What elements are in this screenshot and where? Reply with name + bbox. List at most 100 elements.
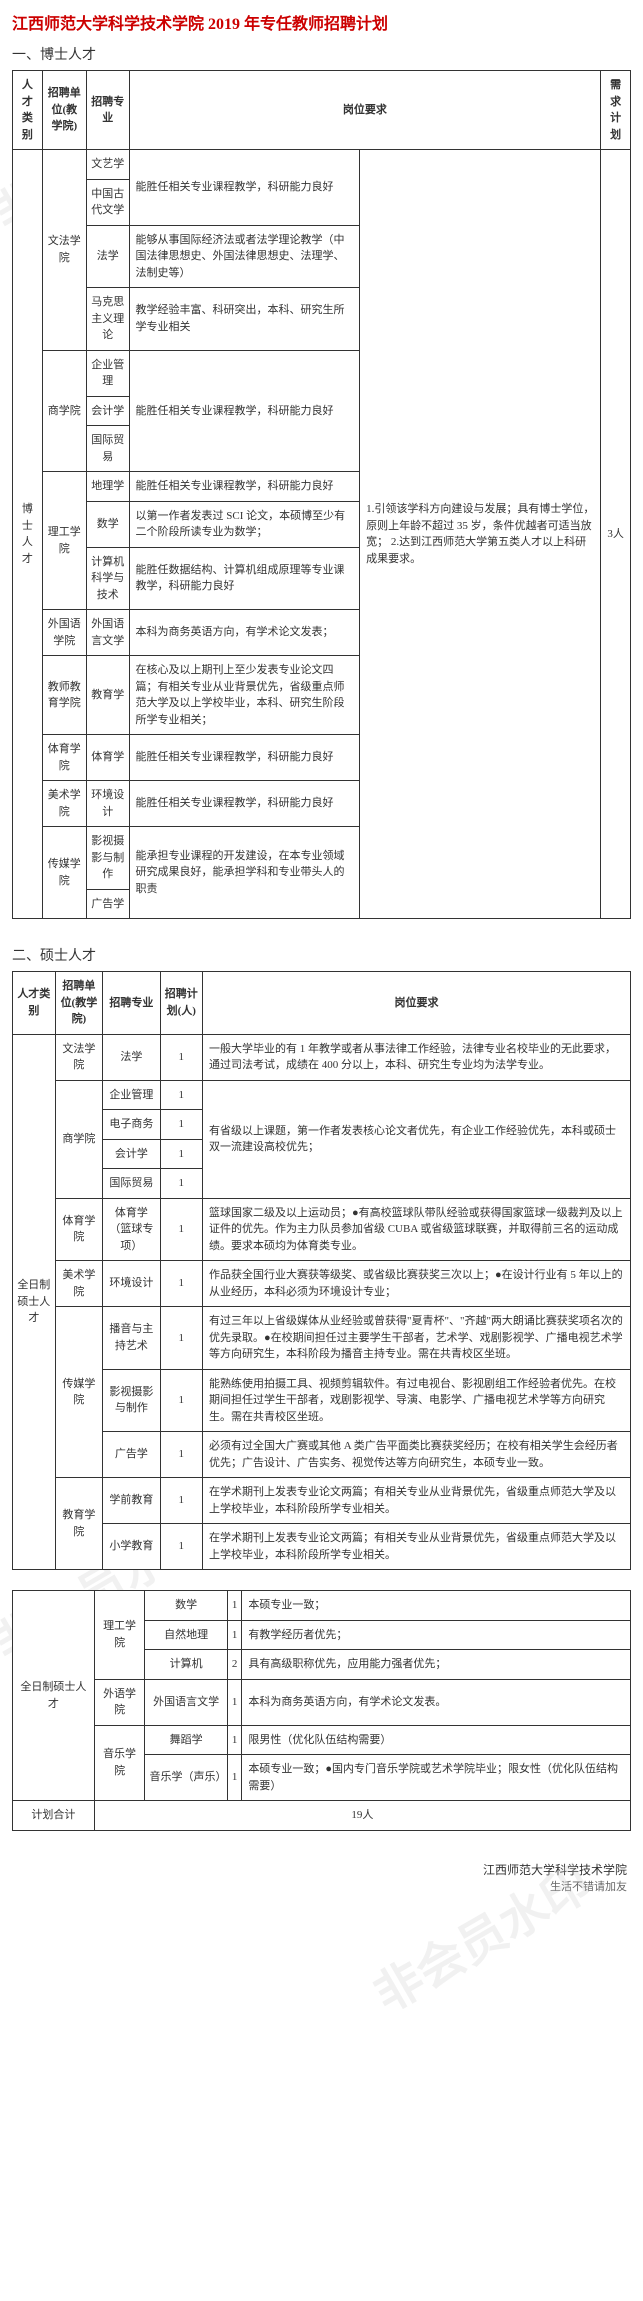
req-cell: 作品获全国行业大赛获等级奖、或省级比赛获奖三次以上；●在设计行业有 5 年以上的… [202,1261,630,1307]
req-cell: 本硕专业一致；●国内专门音乐学院或艺术学院毕业；限女性（优化队伍结构需要） [242,1755,631,1801]
major-cell: 国际贸易 [103,1169,160,1199]
dept-cell: 外语学院 [94,1679,145,1725]
req-cell: 具有高级职称优先，应用能力强者优先； [242,1650,631,1680]
table-row: 商学院企业管理1有省级以上课题，第一作者发表核心论文者优先，有企业工作经验优先，… [13,1080,631,1110]
dept-cell: 美术学院 [55,1261,103,1307]
category-cell: 博士人才 [13,150,43,919]
major-cell: 影视摄影与制作 [103,1369,160,1432]
req-cell: 能胜任相关专业课程教学，科研能力良好 [129,735,360,781]
table-row: 美术学院环境设计1作品获全国行业大赛获等级奖、或省级比赛获奖三次以上；●在设计行… [13,1261,631,1307]
col-header: 人才类别 [13,71,43,150]
footer-org: 江西师范大学科学技术学院 [16,1861,627,1878]
table-doctoral: 人才类别招聘单位(教学院)招聘专业岗位要求需求计划 博士人才文法学院文艺学能胜任… [12,70,631,919]
count-cell: 1 [160,1034,202,1080]
major-cell: 数学 [86,501,129,547]
dept-cell: 理工学院 [94,1591,145,1680]
major-cell: 会计学 [86,396,129,426]
dept-cell: 文法学院 [42,150,86,351]
col-header: 招聘专业 [103,972,160,1035]
req-cell: 能胜任数据结构、计算机组成原理等专业课教学，科研能力良好 [129,547,360,610]
category-cell: 全日制硕士人才 [13,1591,95,1801]
major-cell: 小学教育 [103,1524,160,1570]
footer-sub: 生活不错请加友 [16,1878,627,1894]
major-cell: 外国语言文学 [86,610,129,656]
table-row: 音乐学院舞蹈学1限男性（优化队伍结构需要） [13,1725,631,1755]
col-header: 招聘单位(教学院) [42,71,86,150]
count-cell: 1 [227,1755,242,1801]
count-cell: 1 [160,1307,202,1370]
count-cell: 1 [160,1139,202,1169]
table-row: 全日制硕士人才文法学院法学1一般大学毕业的有 1 年教学或者从事法律工作经验，法… [13,1034,631,1080]
dept-cell: 美术学院 [42,781,86,827]
req-cell: 一般大学毕业的有 1 年教学或者从事法律工作经验，法律专业名校毕业的无此要求，通… [202,1034,630,1080]
major-cell: 计算机 [145,1650,227,1680]
common-req-cell: 1.引领该学科方向建设与发展；具有博士学位，原则上年龄不超过 35 岁，条件优越… [360,150,601,919]
table-master-2: 全日制硕士人才理工学院数学1本硕专业一致；自然地理1有教学经历者优先；计算机2具… [12,1590,631,1831]
count-cell: 1 [227,1591,242,1621]
count-cell: 1 [160,1080,202,1110]
col-header: 招聘单位(教学院) [55,972,103,1035]
req-cell: 能胜任相关专业课程教学，科研能力良好 [129,472,360,502]
total-label: 计划合计 [13,1801,95,1831]
dept-cell: 教育学院 [55,1478,103,1570]
major-cell: 体育学（篮球专项） [103,1198,160,1261]
major-cell: 法学 [86,225,129,288]
table-row: 体育学院体育学（篮球专项）1篮球国家二级及以上运动员；●有高校篮球队带队经验或获… [13,1198,631,1261]
count-cell: 1 [227,1620,242,1650]
major-cell: 教育学 [86,656,129,735]
major-cell: 国际贸易 [86,426,129,472]
section1-heading: 一、博士人才 [0,38,643,70]
req-cell: 有教学经历者优先； [242,1620,631,1650]
req-cell: 在学术期刊上发表专业论文两篇；有相关专业从业背景优先，省级重点师范大学及以上学校… [202,1478,630,1524]
major-cell: 广告学 [103,1432,160,1478]
req-cell: 教学经验丰富、科研突出，本科、研究生所学专业相关 [129,288,360,351]
col-header: 招聘专业 [86,71,129,150]
major-cell: 音乐学（声乐） [145,1755,227,1801]
plan-cell: 3人 [601,150,631,919]
req-cell: 限男性（优化队伍结构需要） [242,1725,631,1755]
major-cell: 舞蹈学 [145,1725,227,1755]
req-cell: 本科为商务英语方向，有学术论文发表。 [242,1679,631,1725]
req-cell: 在学术期刊上发表专业论文两篇；有相关专业从业背景优先，省级重点师范大学及以上学校… [202,1524,630,1570]
major-cell: 影视摄影与制作 [86,827,129,890]
major-cell: 外国语言文学 [145,1679,227,1725]
table-row: 传媒学院播音与主持艺术1有过三年以上省级媒体从业经验或曾获得"夏青杯"、"齐越"… [13,1307,631,1370]
major-cell: 马克思主义理论 [86,288,129,351]
dept-cell: 传媒学院 [55,1307,103,1478]
total-row: 计划合计19人 [13,1801,631,1831]
document-title: 江西师范大学科学技术学院 2019 年专任教师招聘计划 [0,0,643,38]
req-cell: 能够从事国际经济法或者法学理论教学（中国法律思想史、外国法律思想史、法理学、法制… [129,225,360,288]
dept-cell: 商学院 [55,1080,103,1198]
req-cell: 能熟练使用拍摄工具、视频剪辑软件。有过电视台、影视剧组工作经验者优先。在校期间担… [202,1369,630,1432]
dept-cell: 文法学院 [55,1034,103,1080]
section2-heading: 二、硕士人才 [0,939,643,971]
req-cell: 篮球国家二级及以上运动员；●有高校篮球队带队经验或获得国家篮球一级裁判及以上证件… [202,1198,630,1261]
dept-cell: 体育学院 [42,735,86,781]
footer: 江西师范大学科学技术学院 生活不错请加友 [0,1851,643,1904]
table-row: 教育学院学前教育1在学术期刊上发表专业论文两篇；有相关专业从业背景优先，省级重点… [13,1478,631,1524]
count-cell: 1 [160,1524,202,1570]
major-cell: 播音与主持艺术 [103,1307,160,1370]
count-cell: 1 [227,1725,242,1755]
count-cell: 1 [160,1369,202,1432]
table-row: 影视摄影与制作1能熟练使用拍摄工具、视频剪辑软件。有过电视台、影视剧组工作经验者… [13,1369,631,1432]
col-header: 人才类别 [13,972,56,1035]
major-cell: 文艺学 [86,150,129,180]
dept-cell: 外国语学院 [42,610,86,656]
major-cell: 环境设计 [86,781,129,827]
major-cell: 计算机科学与技术 [86,547,129,610]
req-cell: 在核心及以上期刊上至少发表专业论文四篇；有相关专业从业背景优先，省级重点师范大学… [129,656,360,735]
category-cell: 全日制硕士人才 [13,1034,56,1570]
count-cell: 1 [160,1261,202,1307]
req-cell: 有省级以上课题，第一作者发表核心论文者优先，有企业工作经验优先，本科或硕士双一流… [202,1080,630,1198]
table-row: 博士人才文法学院文艺学能胜任相关专业课程教学，科研能力良好1.引领该学科方向建设… [13,150,631,180]
dept-cell: 商学院 [42,350,86,472]
dept-cell: 音乐学院 [94,1725,145,1801]
col-header: 岗位要求 [129,71,601,150]
req-cell: 必须有过全国大广赛或其他 A 类广告平面类比赛获奖经历；在校有相关学生会经历者优… [202,1432,630,1478]
req-cell: 本硕专业一致； [242,1591,631,1621]
major-cell: 体育学 [86,735,129,781]
table-row: 小学教育1在学术期刊上发表专业论文两篇；有相关专业从业背景优先，省级重点师范大学… [13,1524,631,1570]
major-cell: 企业管理 [86,350,129,396]
major-cell: 电子商务 [103,1110,160,1140]
